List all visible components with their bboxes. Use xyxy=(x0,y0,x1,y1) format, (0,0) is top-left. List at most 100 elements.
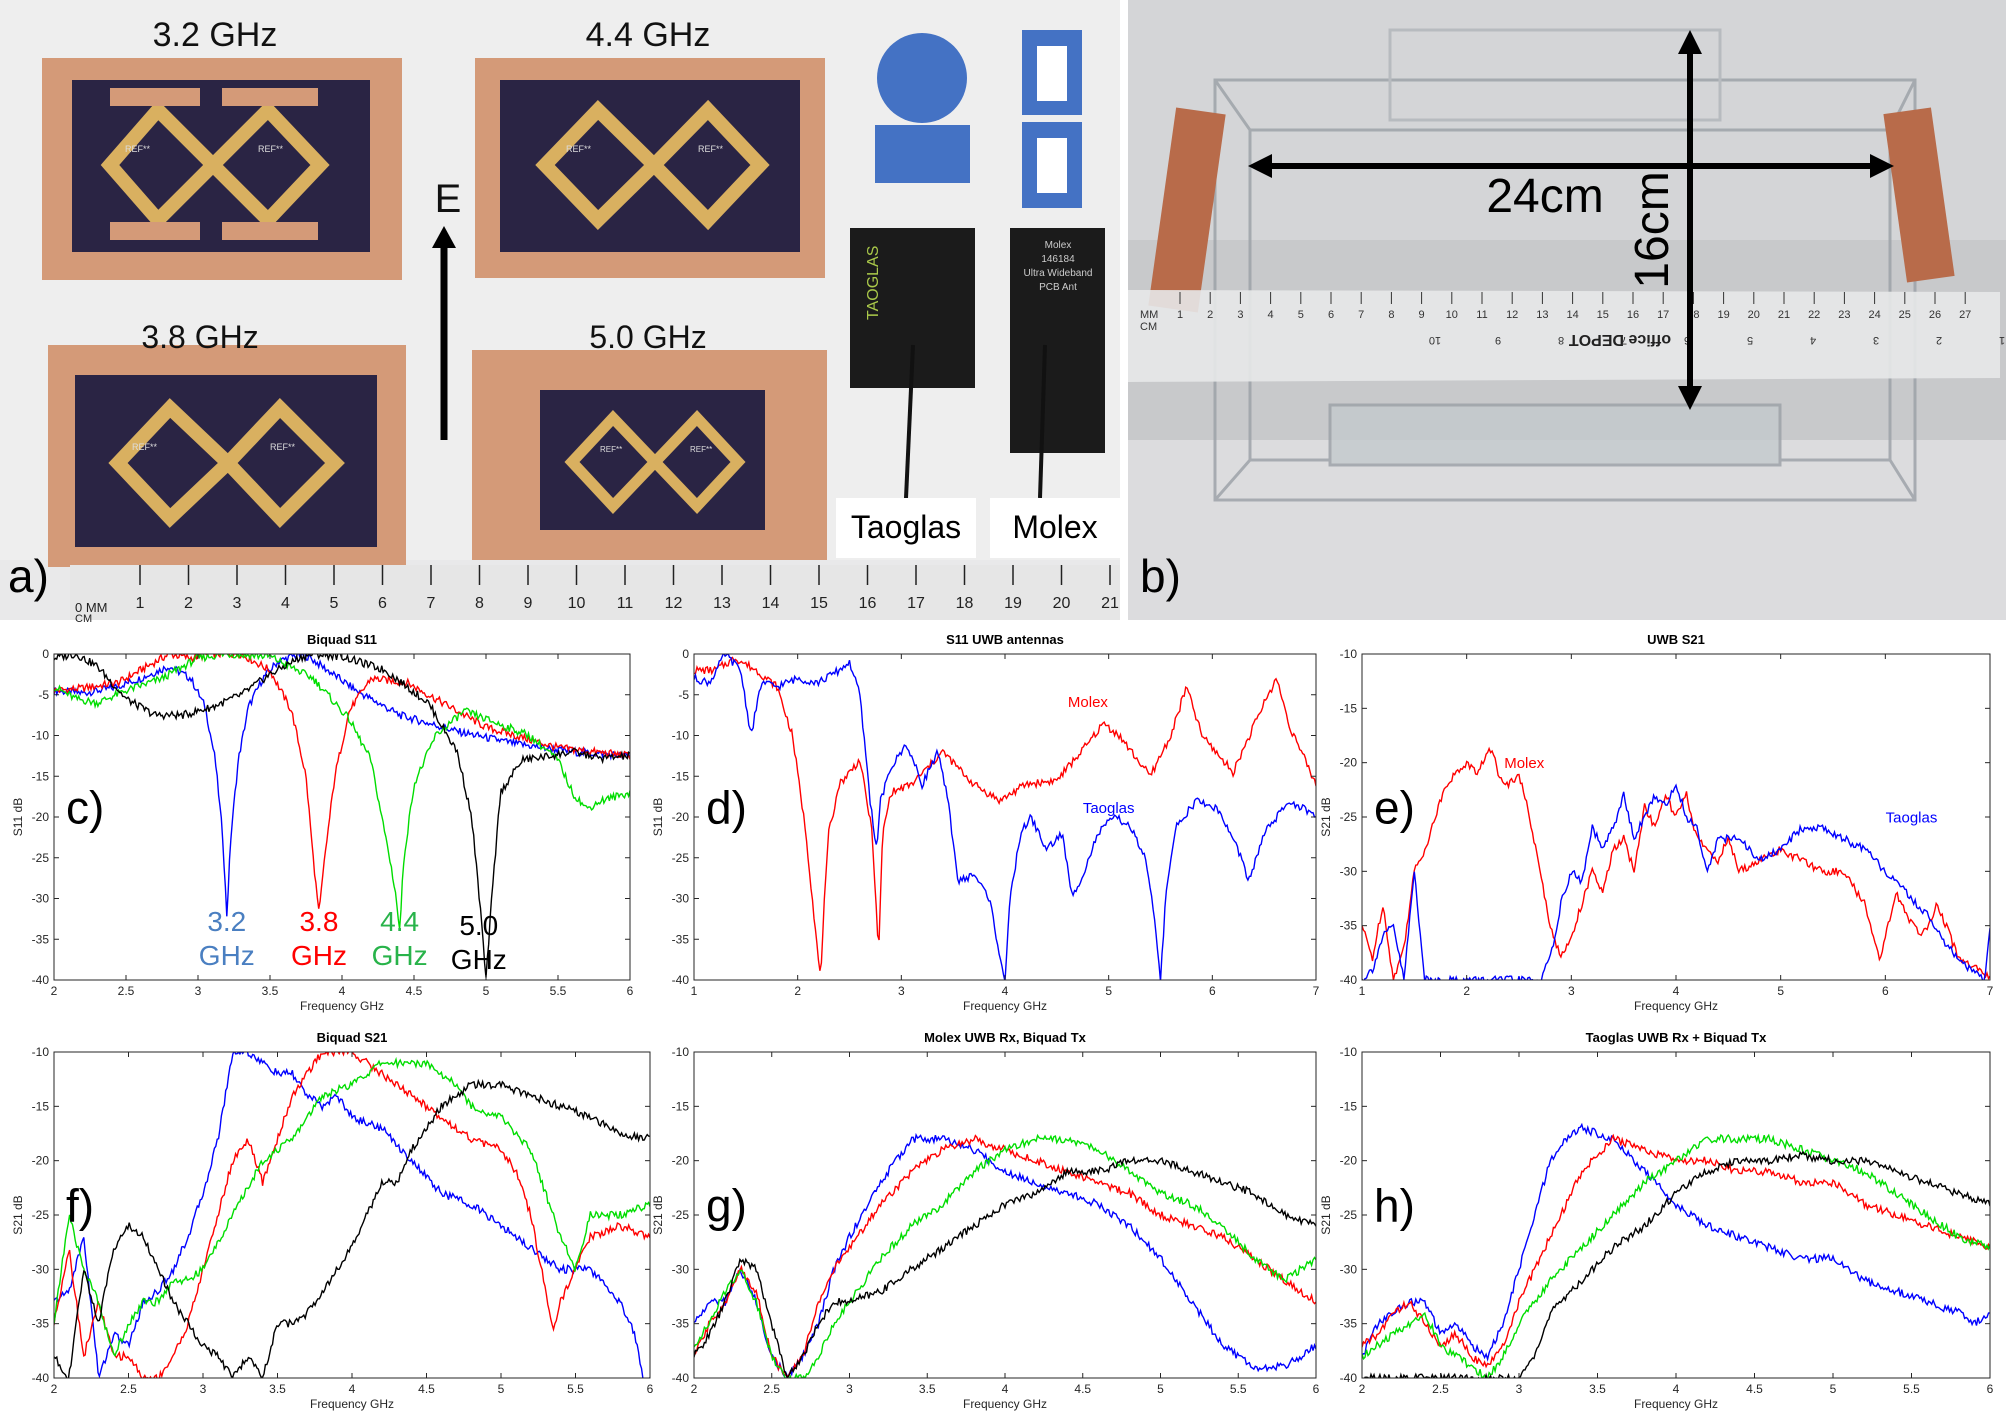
board-ref-text: REF** xyxy=(270,442,296,452)
ruler-unit: MM xyxy=(1140,309,1158,321)
ruler-number: 7 xyxy=(1358,309,1364,321)
photo-a: REF** REF** 3.2 GHz REF** REF** 4.4 GHz … xyxy=(0,0,1120,625)
molex-print-line: Molex xyxy=(1045,240,1072,251)
chart-h: Taoglas UWB Rx + Biquad Tx 2 2.5 3 3.5 4 4.5 5 5… xyxy=(1319,1030,1994,1411)
x-tick-label: 5.5 xyxy=(1230,1382,1247,1396)
plot-area xyxy=(54,1052,650,1378)
x-tick-label: 3.5 xyxy=(1589,1382,1606,1396)
ruler-number: 12 xyxy=(665,595,683,612)
chart-title: Biquad S11 xyxy=(307,632,377,647)
y-tick-label: 0 xyxy=(682,647,689,661)
annotation-label: GHz xyxy=(291,940,347,971)
x-axis-label: Frequency GHz xyxy=(1634,999,1718,1013)
chart-title: S11 UWB antennas xyxy=(946,632,1064,647)
y-tick-label: -10 xyxy=(1340,1045,1358,1059)
left-antenna xyxy=(1148,107,1226,313)
x-axis-label: Frequency GHz xyxy=(963,999,1047,1013)
x-tick-label: 4.5 xyxy=(1074,1382,1091,1396)
panel-label: d) xyxy=(706,782,747,834)
y-axis-label: S11 dB xyxy=(11,798,25,836)
y-tick-label: -35 xyxy=(672,932,690,946)
x-tick-label: 1 xyxy=(691,984,698,998)
antenna-pattern-icons xyxy=(875,30,1082,208)
y-tick-label: -20 xyxy=(672,810,690,824)
annotation-label: Molex xyxy=(1068,694,1109,711)
y-tick-label: -5 xyxy=(38,688,49,702)
y-tick-label: -25 xyxy=(672,851,690,865)
ruler-number: 14 xyxy=(1566,309,1578,321)
photo-panels: REF** REF** 3.2 GHz REF** REF** 4.4 GHz … xyxy=(0,0,2006,625)
ruler-number: 5 xyxy=(330,595,339,612)
x-tick-label: 3.5 xyxy=(919,1382,936,1396)
annotation-label: 4.4 xyxy=(380,906,419,937)
ruler-number: 1 xyxy=(1999,334,2005,346)
y-axis-label: S21 dB xyxy=(1319,1195,1333,1234)
y-tick-label: -10 xyxy=(1340,647,1358,661)
board-label: 4.4 GHz xyxy=(586,16,711,54)
x-tick-label: 6 xyxy=(647,1382,654,1396)
ruler-number: 2 xyxy=(184,595,193,612)
x-tick-label: 2 xyxy=(794,984,801,998)
ruler-number: 25 xyxy=(1899,309,1911,321)
series-line-4-4-ghz xyxy=(694,1133,1316,1378)
ruler-number: 23 xyxy=(1838,309,1850,321)
x-tick-label: 6 xyxy=(1882,984,1889,998)
ruler-number: 10 xyxy=(1429,334,1441,346)
ruler-b: MM CM office DEPOT 1 2 3 4 5 6 7 8 9 10 11 12 13 14 15… xyxy=(1128,290,2005,382)
ruler-number: 26 xyxy=(1929,309,1941,321)
y-tick-label: 0 xyxy=(42,647,49,661)
molex-label: Molex xyxy=(1012,509,1097,545)
x-axis-label: Frequency GHz xyxy=(963,1397,1047,1411)
taoglas-antenna: TAOGLAS Taoglas xyxy=(836,228,976,558)
board-ref-text: REF** xyxy=(258,144,284,154)
y-tick-label: -15 xyxy=(32,1099,50,1113)
board-5-0ghz: REF** REF** 5.0 GHz xyxy=(472,319,827,560)
molex-print-line: PCB Ant xyxy=(1039,282,1077,293)
y-tick-label: -20 xyxy=(672,1154,690,1168)
y-tick-label: -20 xyxy=(32,810,50,824)
series-group xyxy=(694,1132,1316,1378)
x-tick-label: 5 xyxy=(1777,984,1784,998)
y-tick-label: -40 xyxy=(672,973,690,987)
ruler-number: 3 xyxy=(233,595,242,612)
y-axis-label: S11 dB xyxy=(651,798,665,836)
width-arrow: 24cm xyxy=(1248,154,1894,223)
y-axis-label: S21 dB xyxy=(11,1195,25,1234)
x-tick-label: 6 xyxy=(627,984,634,998)
y-tick-label: -20 xyxy=(32,1154,50,1168)
ruler-number: 14 xyxy=(762,595,780,612)
ruler-number: 16 xyxy=(1627,309,1639,321)
x-tick-label: 4 xyxy=(1673,984,1680,998)
x-tick-label: 6 xyxy=(1987,1382,1994,1396)
y-tick-label: -30 xyxy=(672,1262,690,1276)
panel-label: c) xyxy=(66,782,104,834)
series-line-4-4-ghz xyxy=(54,1056,650,1358)
board-label: 3.8 GHz xyxy=(141,319,258,355)
series-group xyxy=(694,654,1316,980)
ruler-number: 15 xyxy=(810,595,828,612)
x-tick-label: 3 xyxy=(195,984,202,998)
ruler-number: 17 xyxy=(907,595,925,612)
x-tick-label: 4.5 xyxy=(1746,1382,1763,1396)
plot-area xyxy=(1362,654,1990,980)
x-axis-label: Frequency GHz xyxy=(310,1397,394,1411)
y-tick-label: -30 xyxy=(32,1262,50,1276)
y-tick-label: -5 xyxy=(678,688,689,702)
plot-area xyxy=(694,654,1316,980)
taoglas-label: Taoglas xyxy=(851,509,961,545)
right-antenna xyxy=(1883,107,1955,283)
series-line-molex xyxy=(694,656,1316,971)
chart-title: Molex UWB Rx, Biquad Tx xyxy=(924,1030,1087,1045)
ruler-number: 7 xyxy=(1621,334,1627,346)
y-tick-label: -15 xyxy=(672,769,690,783)
y-tick-label: -10 xyxy=(672,729,690,743)
annotation-label: GHz xyxy=(451,944,507,975)
series-line-molex xyxy=(1362,746,1990,980)
ruler-number: 8 xyxy=(475,595,484,612)
plot-background xyxy=(694,654,1316,980)
y-tick-label: -15 xyxy=(1340,1099,1358,1113)
series-group xyxy=(54,1052,650,1378)
panel-label: f) xyxy=(66,1180,94,1232)
ruler-number: 6 xyxy=(1328,309,1334,321)
series-line-4-4-ghz xyxy=(1362,1133,1990,1378)
